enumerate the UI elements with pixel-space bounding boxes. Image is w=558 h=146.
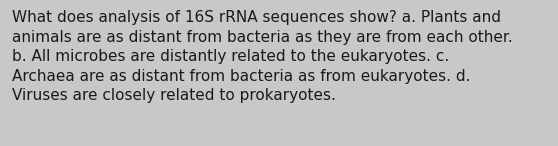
- Text: What does analysis of 16S rRNA sequences show? a. Plants and
animals are as dist: What does analysis of 16S rRNA sequences…: [12, 10, 513, 104]
